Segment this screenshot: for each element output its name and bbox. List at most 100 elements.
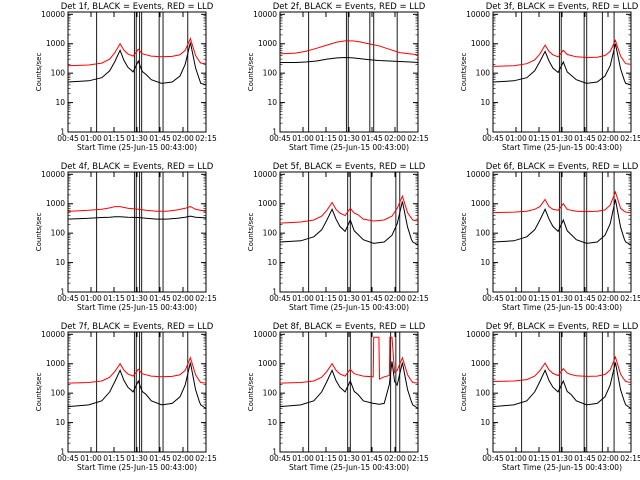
y-tick-label: 10 xyxy=(55,98,65,107)
x-tick-label: 01:30 xyxy=(338,454,360,463)
panel-det-9f: Det 9f, BLACK = Events, RED = LLD 1 10 100 1… xyxy=(460,322,640,472)
plot-frame xyxy=(492,331,632,453)
x-axis-label: Start Time (25-Jun-15 00:43:00) xyxy=(77,463,197,472)
x-tick-label: 02:00 xyxy=(172,294,194,303)
y-tick-label: 100 xyxy=(476,389,491,398)
panel-det-6f: Det 6f, BLACK = Events, RED = LLD 1 10 100 1… xyxy=(460,162,640,312)
x-axis-label: Start Time (25-Jun-15 00:43:00) xyxy=(77,143,197,152)
x-tick-label: 02:00 xyxy=(172,134,194,143)
x-tick-label: 01:00 xyxy=(80,294,102,303)
x-tick-label: 02:00 xyxy=(597,454,619,463)
y-tick-label: 100 xyxy=(476,69,491,78)
y-tick-label: 10000 xyxy=(253,330,277,339)
y-tick-label: 10 xyxy=(267,258,277,267)
x-axis-label: Start Time (25-Jun-15 00:43:00) xyxy=(502,143,622,152)
y-tick-label: 10000 xyxy=(253,10,277,19)
y-axis-label: Counts/sec xyxy=(247,213,255,252)
y-tick-label: 100 xyxy=(263,69,278,78)
x-tick-label: 01:00 xyxy=(292,134,314,143)
x-tick-label: 00:45 xyxy=(482,454,504,463)
x-tick-label: 01:45 xyxy=(574,454,596,463)
y-tick-label: 10 xyxy=(267,418,277,427)
panel-title: Det 1f, BLACK = Events, RED = LLD xyxy=(61,2,214,12)
x-tick-label: 01:45 xyxy=(574,294,596,303)
y-tick-label: 100 xyxy=(476,229,491,238)
panel-det-1f: Det 1f, BLACK = Events, RED = LLD 1 10 100 1… xyxy=(35,2,217,152)
x-tick-label: 01:15 xyxy=(103,294,125,303)
x-tick-label: 02:15 xyxy=(195,454,217,463)
x-tick-label: 01:30 xyxy=(126,454,148,463)
x-tick-label: 02:00 xyxy=(597,294,619,303)
panel-title: Det 3f, BLACK = Events, RED = LLD xyxy=(486,2,639,12)
panel-det-8f: Det 8f, BLACK = Events, RED = LLD 1 10 100 1… xyxy=(247,322,429,472)
y-tick-label: 1 xyxy=(272,448,277,457)
y-tick-label: 1000 xyxy=(258,359,277,368)
x-tick-label: 01:15 xyxy=(103,454,125,463)
x-tick-label: 02:00 xyxy=(172,454,194,463)
x-tick-label: 02:15 xyxy=(620,454,640,463)
y-axis-label: Counts/sec xyxy=(460,53,468,92)
y-tick-label: 10000 xyxy=(41,330,65,339)
series-line-events xyxy=(67,362,207,409)
series-line-lld xyxy=(492,39,632,67)
series-line-lld xyxy=(67,356,207,384)
y-tick-label: 10000 xyxy=(41,170,65,179)
series-line-lld xyxy=(492,355,632,383)
y-tick-label: 10 xyxy=(480,98,490,107)
x-tick-label: 02:15 xyxy=(195,294,217,303)
y-tick-label: 1 xyxy=(272,128,277,137)
series-line-events xyxy=(492,43,632,86)
y-axis-label: Counts/sec xyxy=(35,53,43,92)
x-tick-label: 01:15 xyxy=(315,134,337,143)
y-tick-label: 1000 xyxy=(46,359,65,368)
x-axis-label: Start Time (25-Jun-15 00:43:00) xyxy=(77,303,197,312)
x-tick-label: 01:45 xyxy=(149,294,171,303)
plot-frame xyxy=(67,11,207,133)
x-tick-label: 02:00 xyxy=(597,134,619,143)
y-axis-label: Counts/sec xyxy=(35,213,43,252)
y-axis-label: Counts/sec xyxy=(35,373,43,412)
x-tick-label: 01:15 xyxy=(315,454,337,463)
x-tick-label: 02:15 xyxy=(407,454,429,463)
x-tick-label: 02:15 xyxy=(407,294,429,303)
x-tick-label: 00:45 xyxy=(482,134,504,143)
y-tick-label: 100 xyxy=(51,69,66,78)
x-tick-label: 02:00 xyxy=(384,294,406,303)
panel-title: Det 7f, BLACK = Events, RED = LLD xyxy=(61,322,214,332)
x-tick-label: 01:15 xyxy=(528,454,550,463)
x-tick-label: 01:15 xyxy=(528,134,550,143)
x-tick-label: 01:00 xyxy=(292,294,314,303)
panel-title: Det 2f, BLACK = Events, RED = LLD xyxy=(273,2,426,12)
x-tick-label: 01:30 xyxy=(551,454,573,463)
plot-frame xyxy=(279,171,419,293)
x-tick-label: 01:00 xyxy=(80,134,102,143)
series-line-lld xyxy=(279,336,419,384)
x-tick-label: 01:45 xyxy=(149,454,171,463)
x-tick-label: 01:15 xyxy=(528,294,550,303)
series-line-events xyxy=(279,201,419,246)
x-tick-label: 01:15 xyxy=(315,294,337,303)
series-line-events xyxy=(67,42,207,86)
y-tick-label: 1 xyxy=(485,288,490,297)
panel-det-4f: Det 4f, BLACK = Events, RED = LLD 1 10 100 1… xyxy=(35,162,217,312)
x-tick-label: 01:30 xyxy=(338,294,360,303)
x-tick-label: 01:00 xyxy=(505,134,527,143)
x-tick-label: 00:45 xyxy=(269,134,291,143)
x-tick-label: 01:45 xyxy=(149,134,171,143)
x-axis-label: Start Time (25-Jun-15 00:43:00) xyxy=(502,303,622,312)
y-tick-label: 1 xyxy=(60,448,65,457)
series-line-events xyxy=(279,361,419,409)
series-line-lld xyxy=(279,194,419,224)
y-axis-label: Counts/sec xyxy=(247,53,255,92)
panel-det-7f: Det 7f, BLACK = Events, RED = LLD 1 10 100 1… xyxy=(35,322,217,472)
y-tick-label: 1000 xyxy=(258,39,277,48)
y-tick-label: 10 xyxy=(55,258,65,267)
y-tick-label: 1000 xyxy=(471,39,490,48)
x-tick-label: 01:45 xyxy=(574,134,596,143)
x-tick-label: 02:00 xyxy=(384,134,406,143)
x-tick-label: 01:45 xyxy=(361,294,383,303)
x-tick-label: 00:45 xyxy=(57,134,79,143)
x-tick-label: 01:00 xyxy=(292,454,314,463)
y-tick-label: 10 xyxy=(267,98,277,107)
y-tick-label: 1 xyxy=(60,288,65,297)
